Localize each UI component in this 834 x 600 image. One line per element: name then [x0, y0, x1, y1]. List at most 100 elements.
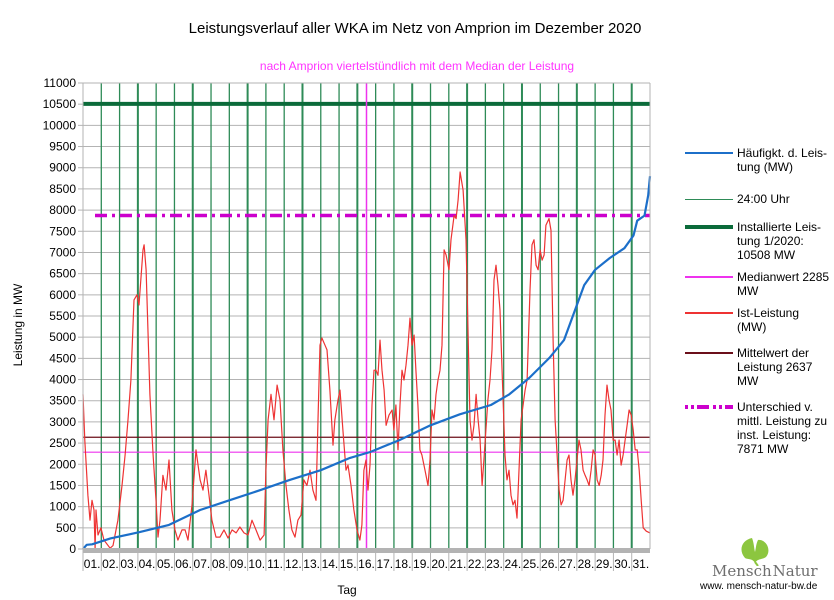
y-tick-label: 5500 [49, 309, 76, 323]
x-tick-label: 20. [431, 557, 448, 571]
x-tick-label: 08. [212, 557, 229, 571]
y-tick-label: 3000 [49, 415, 76, 429]
y-tick-label: 11000 [44, 76, 77, 90]
y-tick-label: 1000 [49, 500, 76, 514]
y-tick-label: 10500 [43, 97, 77, 111]
legend-label-line: Unterschied v. [737, 400, 813, 414]
legend-item: 24:00 Uhr [655, 192, 834, 252]
legend-label-line: mittl. Leistung zu [737, 414, 828, 428]
legend-label: Ist-Leistung (MW) [737, 306, 834, 334]
x-tick-label: 17. [376, 557, 393, 571]
legend-swatch [685, 151, 733, 155]
y-tick-label: 8000 [49, 203, 76, 217]
legend-item: Mittelwert der Leistung 2637 MW [655, 346, 834, 406]
y-tick-label: 2000 [49, 457, 76, 471]
actual-power-line [82, 171, 651, 550]
x-tick-label: 10. [248, 557, 265, 571]
y-tick-label: 0 [69, 542, 76, 556]
y-tick-labels: 0 500 1000 1500 2000 2500 3000 3500 4000 4500 5000… [43, 76, 77, 556]
x-tick-label: 25. [523, 557, 540, 571]
x-axis-label: Tag [337, 583, 356, 597]
legend-label: 24:00 Uhr [737, 192, 834, 206]
y-tick-label: 5000 [49, 330, 76, 344]
x-axis [83, 548, 650, 553]
legend-swatch [685, 312, 733, 314]
axes [78, 82, 651, 571]
x-tick-label: 16. [358, 557, 375, 571]
x-tick-label: 22. [468, 557, 485, 571]
x-tick-label: 21. [450, 557, 467, 571]
y-tick-label: 7000 [49, 245, 76, 259]
legend-label-line: (MW) [737, 320, 767, 334]
y-tick-label: 6000 [49, 288, 76, 302]
x-tick-label: 18. [395, 557, 412, 571]
x-tick-label: 03. [120, 557, 137, 571]
y-tick-label: 10000 [43, 118, 77, 132]
duration-curve-line [82, 176, 652, 550]
chart-title: Leistungsverlauf aller WKA im Netz von A… [188, 20, 642, 37]
legend-item: Häufigkt. d. Leis-tung (MW) [655, 146, 834, 206]
y-tick-label: 1500 [49, 478, 76, 492]
x-tick-label: 28. [578, 557, 595, 571]
legend-label-line: inst. Leistung: [737, 428, 812, 442]
legend-label-line: tung (MW) [737, 160, 794, 174]
x-tick-label: 11. [267, 557, 283, 571]
x-tick-label: 13. [303, 557, 320, 571]
y-tick-label: 2500 [49, 436, 76, 450]
legend-label-line: 10508 MW [737, 248, 796, 262]
legend-label: Unterschied v. mittl. Leistung zu inst. Le… [737, 400, 834, 456]
legend-swatch [685, 276, 733, 278]
legend-item: Ist-Leistung (MW) [655, 306, 834, 366]
y-tick-label: 9000 [49, 161, 76, 175]
y-tick-label: 4000 [49, 373, 76, 387]
x-tick-label: 04. [139, 557, 156, 571]
legend-label-line: MW [737, 284, 759, 298]
legend-label-line: 7871 MW [737, 442, 789, 456]
x-tick-label: 26. [541, 557, 558, 571]
legend-label-line: tung 1/2020: [737, 234, 804, 248]
x-tick-label: 30. [614, 557, 631, 571]
legend-item: Installierte Leis-tung 1/2020: 10508 MW [655, 220, 834, 280]
x-tick-label: 01. [84, 557, 101, 571]
x-tick-label: 12. [285, 557, 302, 571]
chart-subtitle: nach Amprion viertelstündlich mit dem Me… [259, 59, 575, 73]
x-tick-label: 27. [559, 557, 576, 571]
legend-label-line: 24:00 Uhr [737, 192, 790, 206]
legend-label-line: Häufigkt. d. Leis- [737, 146, 828, 160]
y-tick-label: 8500 [49, 182, 76, 196]
legend-label-line: Medianwert 2285 [737, 270, 830, 284]
logo-url: www. mensch-natur-bw.de [700, 581, 818, 592]
legend-label-line: Mittelwert der [737, 346, 810, 360]
y-tick-label: 4500 [49, 351, 76, 365]
y-tick-label: 9500 [49, 140, 76, 154]
legend-label: Medianwert 2285 MW [737, 270, 834, 298]
series-group [82, 171, 652, 550]
legend-label: Mittelwert der Leistung 2637 MW [737, 346, 834, 388]
legend-label-line: Ist-Leistung [737, 306, 800, 320]
legend-swatch [685, 352, 733, 354]
y-tick-label: 6500 [49, 267, 76, 281]
legend-swatch [685, 405, 733, 409]
x-tick-label: 14. [322, 557, 339, 571]
legend-item: Medianwert 2285 MW [655, 270, 834, 330]
x-tick-label: 06. [175, 557, 192, 571]
ginkgo-leaf-icon [741, 538, 769, 566]
x-tick-labels: 01. 02. 03. 04. 05. 06. 07. 08. 09. 10. 11. 12. 13. 1… [84, 557, 649, 571]
legend-swatch [685, 198, 733, 200]
y-tick-label: 3500 [49, 394, 76, 408]
x-tick-label: 24. [504, 557, 521, 571]
x-tick-label: 23. [486, 557, 503, 571]
legend-label: Häufigkt. d. Leis-tung (MW) [737, 146, 834, 174]
logo-name: MenschNatur [712, 562, 818, 580]
x-tick-label: 15. [340, 557, 357, 571]
x-tick-label: 31. [633, 557, 650, 571]
legend-label-line: Installierte Leis- [737, 220, 822, 234]
legend-item: Unterschied v. mittl. Leistung zu inst. Le… [655, 400, 834, 460]
x-tick-label: 02. [102, 557, 119, 571]
x-tick-label: 29. [596, 557, 613, 571]
logo: MenschNatur www. mensch-natur-bw.de [700, 536, 834, 600]
y-tick-label: 7500 [49, 224, 76, 238]
legend-label-line: Leistung 2637 [737, 360, 813, 374]
y-tick-label: 500 [56, 521, 76, 535]
